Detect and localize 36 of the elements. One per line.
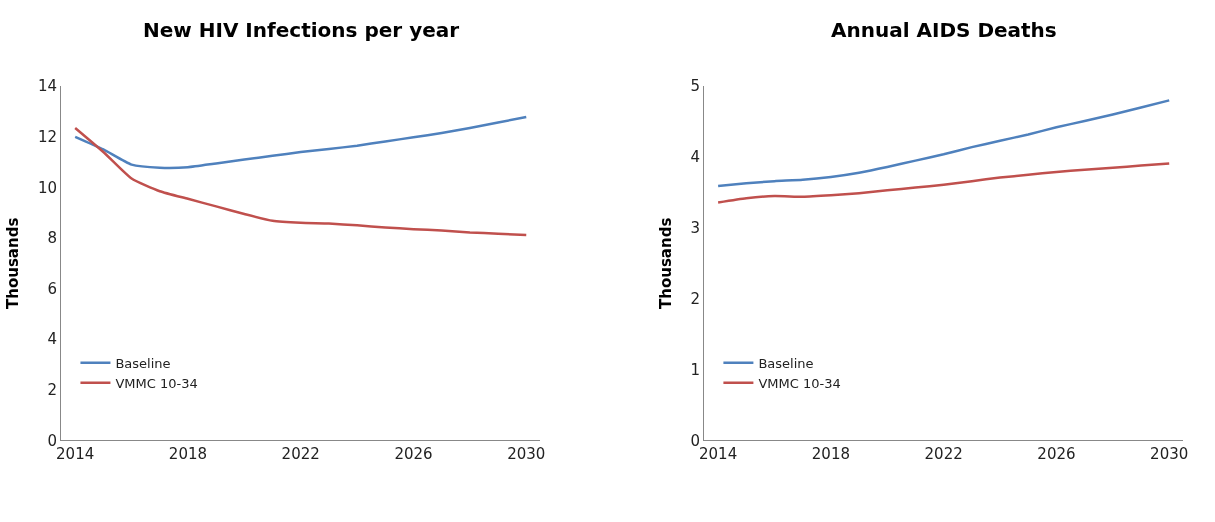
x-tick-label: 2022: [281, 445, 320, 464]
chart-title: Annual AIDS Deaths: [831, 18, 1057, 42]
y-tick-label: 6: [47, 279, 58, 298]
y-tick-label: 5: [690, 77, 701, 96]
y-tick-label: 8: [47, 229, 58, 248]
x-tick-label: 2014: [56, 445, 95, 464]
y-tick-label: 10: [37, 178, 58, 197]
y-tick-label: 4: [690, 148, 701, 167]
legend-label: VMMC 10-34: [115, 375, 198, 391]
x-tick-label: 2030: [507, 445, 546, 464]
y-tick-label: 0: [690, 431, 701, 450]
line-series: [73, 126, 528, 237]
x-tick-label: 2022: [924, 445, 963, 464]
y-axis-title: Thousands: [4, 217, 23, 309]
y-tick-label: 1: [690, 360, 701, 379]
x-tick-label: 2030: [1150, 445, 1189, 464]
y-tick-label: 2: [47, 381, 58, 400]
y-tick-label: 14: [37, 77, 58, 96]
line-series: [73, 115, 528, 170]
y-tick-label: 3: [690, 219, 701, 238]
legend-label: VMMC 10-34: [758, 375, 841, 391]
y-tick-label: 0: [47, 431, 58, 450]
x-tick-label: 2026: [394, 445, 433, 464]
line-series: [716, 162, 1171, 204]
x-tick-label: 2018: [811, 445, 850, 464]
line-series: [716, 99, 1171, 188]
x-tick-label: 2014: [699, 445, 738, 464]
chart-title: New HIV Infections per year: [143, 18, 460, 42]
legend-label: Baseline: [758, 355, 814, 371]
y-axis-title: Thousands: [656, 217, 675, 309]
legend-label: Baseline: [115, 355, 171, 371]
y-tick-label: 2: [690, 289, 701, 308]
y-tick-label: 12: [37, 128, 58, 147]
y-tick-label: 4: [47, 330, 58, 349]
x-tick-label: 2018: [168, 445, 208, 464]
x-tick-label: 2026: [1037, 445, 1076, 464]
